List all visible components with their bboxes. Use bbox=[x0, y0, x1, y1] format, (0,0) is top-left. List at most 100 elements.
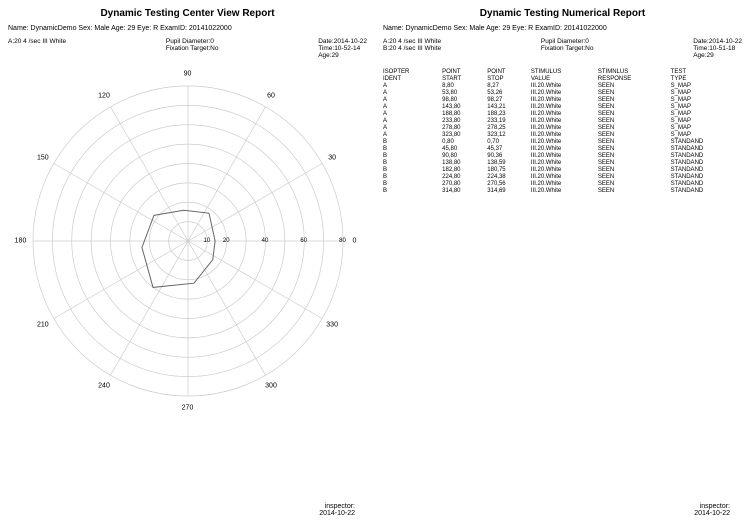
table-cell: 90,80 bbox=[442, 153, 487, 160]
table-cell: III.20.White bbox=[531, 118, 598, 125]
meta-item: Fixation Target:No bbox=[541, 45, 594, 52]
table-cell: 182,80 bbox=[442, 167, 487, 174]
table-cell: 0,80 bbox=[442, 139, 487, 146]
table-cell: 323,12 bbox=[487, 132, 531, 139]
table-cell: 224,38 bbox=[487, 174, 531, 181]
table-cell: SEEN bbox=[598, 97, 671, 104]
table-cell: III.20.White bbox=[531, 125, 598, 132]
table-header: ISOPTER bbox=[383, 69, 442, 76]
polar-ring-label: 80 bbox=[339, 238, 346, 244]
table-cell: STANDAND bbox=[671, 153, 742, 160]
polar-angle-label: 60 bbox=[267, 93, 275, 100]
table-cell: SEEN bbox=[598, 146, 671, 153]
table-cell: A bbox=[383, 118, 442, 125]
table-row: B0,800,70III.20.WhiteSEENSTANDAND bbox=[383, 139, 742, 146]
table-cell: B bbox=[383, 153, 442, 160]
table-cell: B bbox=[383, 139, 442, 146]
table-cell: STANDAND bbox=[671, 174, 742, 181]
table-cell: STANDAND bbox=[671, 188, 742, 195]
table-cell: 45,37 bbox=[487, 146, 531, 153]
table-cell: STANDAND bbox=[671, 139, 742, 146]
table-cell: III.20.White bbox=[531, 104, 598, 111]
table-cell: SEEN bbox=[598, 139, 671, 146]
table-cell: SEEN bbox=[598, 174, 671, 181]
table-header: IDENT bbox=[383, 76, 442, 83]
left-meta: A:20 4 /sec III White Pupil Diameter:0Fi… bbox=[8, 38, 367, 59]
polar-angle-label: 300 bbox=[265, 382, 277, 389]
table-cell: A bbox=[383, 90, 442, 97]
table-cell: B bbox=[383, 167, 442, 174]
table-cell: A bbox=[383, 111, 442, 118]
meta-item: Pupil Diameter:0 bbox=[541, 38, 594, 45]
table-row: A233,80233,19III.20.WhiteSEENS_MAP bbox=[383, 118, 742, 125]
table-cell: SEEN bbox=[598, 167, 671, 174]
right-title: Dynamic Testing Numerical Report bbox=[383, 8, 742, 19]
table-cell: III.20.White bbox=[531, 83, 598, 90]
table-cell: 314,80 bbox=[442, 188, 487, 195]
table-cell: III.20.White bbox=[531, 174, 598, 181]
polar-angle-label: 210 bbox=[37, 321, 49, 328]
left-meta-c1: A:20 4 /sec III White bbox=[8, 38, 66, 59]
numerical-table: ISOPTERPOINTPOINTSTIMULUSSTIMNLUSTESTIDE… bbox=[383, 69, 742, 195]
table-cell: STANDAND bbox=[671, 160, 742, 167]
table-row: B224,80224,38III.20.WhiteSEENSTANDAND bbox=[383, 174, 742, 181]
polar-ring-label: 20 bbox=[223, 238, 230, 244]
table-header: START bbox=[442, 76, 487, 83]
table-cell: A bbox=[383, 104, 442, 111]
meta-item: Time:10-52-14 bbox=[318, 45, 367, 52]
table-cell: SEEN bbox=[598, 118, 671, 125]
table-cell: 90,36 bbox=[487, 153, 531, 160]
meta-item: B:20 4 /sec III White bbox=[383, 45, 441, 52]
right-patient-line: Name: DynamicDemo Sex: Male Age: 29 Eye:… bbox=[383, 25, 742, 32]
table-header: POINT bbox=[442, 69, 487, 76]
table-header: STIMULUS bbox=[531, 69, 598, 76]
table-cell: SEEN bbox=[598, 83, 671, 90]
table-cell: 188,23 bbox=[487, 111, 531, 118]
table-cell: 143,80 bbox=[442, 104, 487, 111]
table-cell: III.20.White bbox=[531, 97, 598, 104]
table-cell: B bbox=[383, 160, 442, 167]
table-cell: SEEN bbox=[598, 104, 671, 111]
table-cell: III.20.White bbox=[531, 132, 598, 139]
table-header: STOP bbox=[487, 76, 531, 83]
table-cell: SEEN bbox=[598, 90, 671, 97]
table-cell: 323,80 bbox=[442, 132, 487, 139]
table-cell: III.20.White bbox=[531, 146, 598, 153]
right-footer-date: 2014-10-22 bbox=[694, 510, 730, 517]
left-meta-c3: Date:2014-10-22Time:10-52-14Age:29 bbox=[318, 38, 367, 59]
polar-angle-label: 120 bbox=[98, 93, 110, 100]
table-cell: 180,75 bbox=[487, 167, 531, 174]
table-header: STIMNLUS bbox=[598, 69, 671, 76]
table-cell: III.20.White bbox=[531, 139, 598, 146]
polar-angle-label: 30 bbox=[328, 154, 336, 161]
table-cell: STANDAND bbox=[671, 181, 742, 188]
table-cell: 138,59 bbox=[487, 160, 531, 167]
table-cell: S_MAP bbox=[671, 104, 742, 111]
table-cell: 188,80 bbox=[442, 111, 487, 118]
left-patient-line: Name: DynamicDemo Sex: Male Age: 29 Eye:… bbox=[8, 25, 367, 32]
table-cell: S_MAP bbox=[671, 97, 742, 104]
table-cell: SEEN bbox=[598, 188, 671, 195]
table-row: A323,80323,12III.20.WhiteSEENS_MAP bbox=[383, 132, 742, 139]
table-cell: III.20.White bbox=[531, 160, 598, 167]
table-cell: 8,27 bbox=[487, 83, 531, 90]
table-cell: B bbox=[383, 181, 442, 188]
left-meta-c2: Pupil Diameter:0Fixation Target:No bbox=[166, 38, 219, 59]
polar-angle-label: 0 bbox=[353, 238, 357, 245]
meta-item: Date:2014-10-22 bbox=[318, 38, 367, 45]
table-cell: S_MAP bbox=[671, 90, 742, 97]
polar-ring-label: 60 bbox=[300, 238, 307, 244]
left-footer-date: 2014-10-22 bbox=[319, 510, 355, 517]
table-header: VALUE bbox=[531, 76, 598, 83]
meta-item: Fixation Target:No bbox=[166, 45, 219, 52]
table-cell: III.20.White bbox=[531, 181, 598, 188]
table-cell: 45,80 bbox=[442, 146, 487, 153]
table-cell: A bbox=[383, 83, 442, 90]
table-row: A8,808,27III.20.WhiteSEENS_MAP bbox=[383, 83, 742, 90]
table-cell: SEEN bbox=[598, 153, 671, 160]
polar-ring-label: 40 bbox=[262, 238, 269, 244]
right-inspector-label: inspector: bbox=[700, 503, 730, 510]
table-cell: III.20.White bbox=[531, 90, 598, 97]
table-row: B138,80138,59III.20.WhiteSEENSTANDAND bbox=[383, 160, 742, 167]
table-row: B90,8090,36III.20.WhiteSEENSTANDAND bbox=[383, 153, 742, 160]
